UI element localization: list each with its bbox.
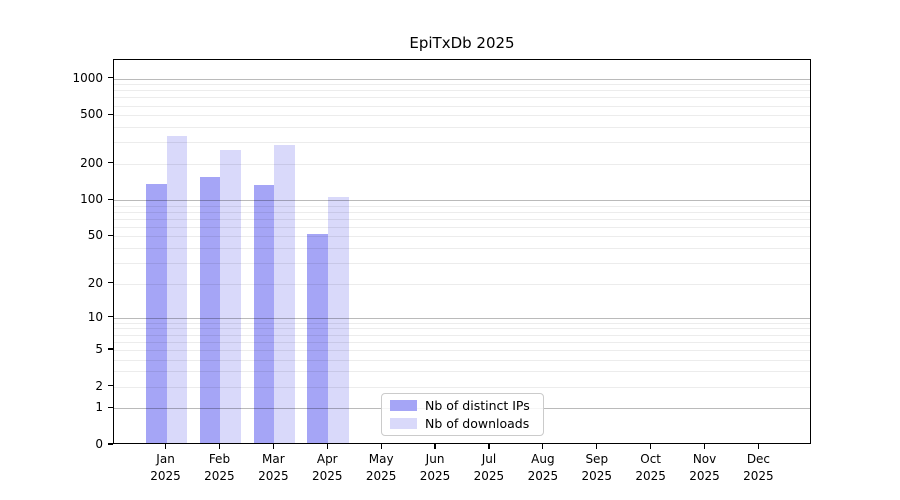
x-tick <box>326 444 328 449</box>
x-tick <box>272 444 274 449</box>
y-tick <box>107 198 113 200</box>
bar-downloads-mar <box>274 144 296 443</box>
x-tick-label: Jul 2025 <box>473 452 505 483</box>
y-tick <box>107 162 113 164</box>
y-tick <box>107 113 113 115</box>
legend: Nb of distinct IPs Nb of downloads <box>381 393 544 436</box>
legend-row: Nb of downloads <box>390 416 535 431</box>
x-tick <box>380 444 382 449</box>
bar-ips-jan <box>145 184 167 443</box>
y-tick <box>107 443 113 445</box>
y-tick <box>107 316 113 318</box>
legend-label: Nb of downloads <box>425 416 530 431</box>
y-tick-label: 100 <box>80 192 103 207</box>
minor-gridline <box>114 84 810 86</box>
bar-ips-apr <box>307 234 329 443</box>
y-tick-label: 200 <box>80 155 103 170</box>
bar-ips-mar <box>253 185 275 443</box>
bar-downloads-feb <box>220 149 242 443</box>
x-tick-label: Jan 2025 <box>150 452 181 483</box>
x-tick <box>757 444 760 449</box>
major-gridline <box>114 78 810 80</box>
x-tick-label: Apr 2025 <box>311 452 343 483</box>
y-tick-label: 20 <box>87 275 103 290</box>
x-tick-label: Sep 2025 <box>581 452 613 483</box>
legend-swatch-distinct-ips <box>390 400 417 411</box>
minor-gridline <box>114 97 810 99</box>
y-tick <box>107 76 113 79</box>
y-tick-label: 50 <box>87 228 103 243</box>
y-tick <box>107 234 113 237</box>
x-tick-label: Mar 2025 <box>258 452 289 483</box>
legend-swatch-downloads <box>390 418 417 429</box>
y-tick <box>107 348 113 350</box>
x-tick <box>488 444 490 449</box>
x-tick-label: Jun 2025 <box>419 452 451 483</box>
plot-area: Nb of distinct IPs Nb of downloads <box>113 59 811 444</box>
minor-gridline <box>114 90 810 92</box>
y-tick-label: 2 <box>95 378 103 393</box>
x-tick-label: Oct 2025 <box>635 452 666 483</box>
x-tick-label: Nov 2025 <box>689 452 720 483</box>
minor-gridline <box>114 142 810 144</box>
y-tick-label: 500 <box>80 107 103 122</box>
bar-ips-feb <box>199 176 221 443</box>
legend-label: Nb of distinct IPs <box>425 398 530 413</box>
minor-gridline <box>114 163 810 165</box>
x-tick <box>542 444 544 449</box>
minor-gridline <box>114 115 810 117</box>
chart-title: EpiTxDb 2025 <box>409 34 515 52</box>
minor-gridline <box>114 127 810 129</box>
x-tick <box>650 444 652 449</box>
bar-downloads-jan <box>166 135 188 443</box>
y-tick-label: 1000 <box>72 70 103 85</box>
minor-gridline <box>114 105 810 107</box>
y-tick <box>107 385 113 387</box>
x-tick <box>164 444 167 449</box>
x-tick-label: Dec 2025 <box>743 452 774 483</box>
y-tick-label: 1 <box>95 400 103 415</box>
y-tick <box>107 281 113 284</box>
x-tick <box>703 444 706 449</box>
x-tick-label: Feb 2025 <box>204 452 235 483</box>
y-tick-label: 0 <box>95 437 103 451</box>
x-tick-label: May 2025 <box>365 452 397 483</box>
x-tick <box>596 444 598 449</box>
x-tick <box>218 444 221 449</box>
y-tick <box>107 406 113 408</box>
x-tick <box>434 444 436 449</box>
y-tick-label: 10 <box>87 309 103 324</box>
x-tick-label: Aug 2025 <box>527 452 559 483</box>
y-tick-label: 5 <box>95 341 103 356</box>
legend-row: Nb of distinct IPs <box>390 398 535 413</box>
bar-downloads-apr <box>328 196 350 443</box>
